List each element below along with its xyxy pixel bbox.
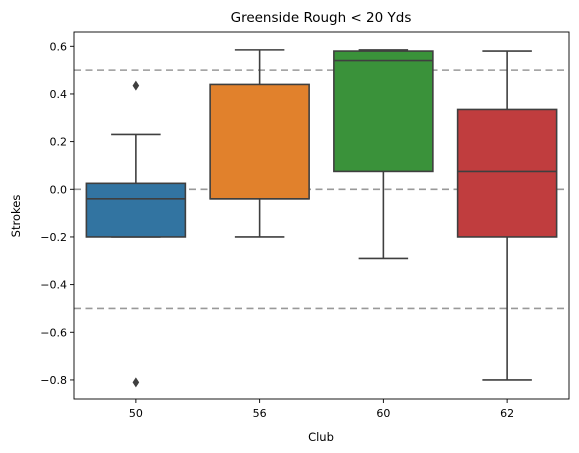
y-axis-label: Strokes: [9, 195, 23, 238]
x-axis-label: Club: [308, 430, 334, 444]
box-62: [456, 108, 558, 238]
chart-title: Greenside Rough < 20 Yds: [231, 10, 412, 26]
plot-area: 0.6 0.4 0.2 0.0 −0.2 −0.4 −0.6 −0.8 50 56 60 62: [40, 31, 570, 420]
box-50: [85, 182, 187, 238]
outlier-point-50-1: [132, 377, 140, 388]
y-tick-label: 0.4: [50, 88, 68, 101]
plot-frame: [73, 31, 570, 400]
x-tick-label: 56: [253, 407, 267, 420]
box-60: [333, 50, 434, 173]
y-tick-label: −0.6: [40, 326, 67, 339]
outlier-point-50-0: [132, 80, 140, 91]
y-tick-label: 0.2: [50, 136, 68, 149]
x-tick-label: 50: [129, 407, 143, 420]
y-tick-label: 0.6: [50, 40, 68, 53]
y-tick-label: −0.2: [40, 231, 67, 244]
y-tick-label: −0.4: [40, 279, 67, 292]
y-tick-label: 0.0: [50, 183, 68, 196]
box-56: [209, 83, 310, 200]
x-tick-label: 60: [376, 407, 390, 420]
x-tick-label: 62: [500, 407, 514, 420]
y-tick-label: −0.8: [40, 374, 67, 387]
